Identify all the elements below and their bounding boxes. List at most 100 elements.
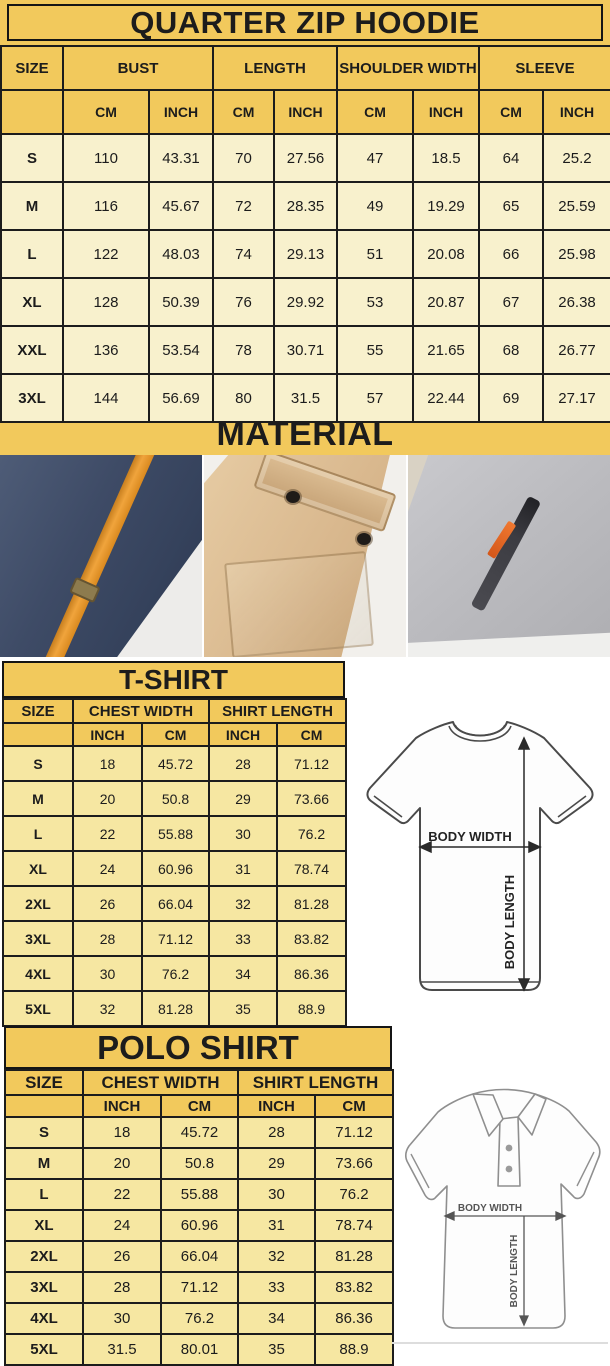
value-cell: 53 [336, 277, 415, 327]
unit-cell: CM [478, 89, 545, 135]
value-cell: 20 [72, 780, 143, 817]
unit-cell: INCH [82, 1094, 162, 1118]
hoodie-col-size: SIZE [0, 45, 64, 91]
polo-table-row: S 18 45.72 28 71.12 [4, 1116, 395, 1149]
pocket-flap [253, 455, 397, 533]
value-cell: 49 [336, 181, 415, 231]
value-cell: 81.28 [140, 990, 211, 1027]
value-cell: 29.13 [272, 229, 339, 279]
snap-button [357, 533, 371, 545]
value-cell: 21.65 [412, 325, 481, 375]
value-cell: 32 [208, 885, 279, 922]
value-cell: 110 [62, 133, 150, 183]
unit-cell: CM [140, 722, 211, 747]
polo-section-title: POLO SHIRT [4, 1026, 392, 1069]
value-cell: 28 [237, 1116, 317, 1149]
value-cell: 69 [478, 373, 545, 423]
tshirt-header-row: SIZE CHEST WIDTH SHIRT LENGTH [2, 698, 348, 724]
value-cell: 20.87 [412, 277, 481, 327]
hoodie-table-row: 3XL 144 56.69 80 31.5 57 22.44 69 27.17 [0, 373, 610, 423]
value-cell: 26.77 [542, 325, 610, 375]
hoodie-unit-row: CM INCH CM INCH CM INCH CM INCH [0, 89, 610, 135]
value-cell: 64 [478, 133, 545, 183]
polo-button [505, 1144, 513, 1152]
value-cell: 18.5 [412, 133, 481, 183]
value-cell: 71.12 [314, 1116, 395, 1149]
value-cell: 24 [72, 850, 143, 887]
value-cell: 28 [208, 745, 279, 782]
polo-col-size: SIZE [4, 1069, 84, 1096]
value-cell: 144 [62, 373, 150, 423]
value-cell: 32 [237, 1240, 317, 1273]
value-cell: 78.74 [276, 850, 348, 887]
value-cell: 33 [237, 1271, 317, 1304]
value-cell: 76.2 [276, 815, 348, 852]
hoodie-table-row: XL 128 50.39 76 29.92 53 20.87 67 26.38 [0, 277, 610, 327]
size-cell: 3XL [2, 920, 74, 957]
sleeve-cuff-line [410, 1153, 430, 1189]
polo-measure-diagram: BODY WIDTH BODY LENGTH [405, 1088, 601, 1329]
value-cell: 86.36 [314, 1302, 395, 1335]
value-cell: 30 [237, 1178, 317, 1211]
value-cell: 27.56 [272, 133, 339, 183]
value-cell: 50.39 [148, 277, 214, 327]
tshirt-col-shirt-length: SHIRT LENGTH [208, 698, 348, 724]
value-cell: 28 [72, 920, 143, 957]
body-width-label: BODY WIDTH [428, 829, 512, 844]
value-cell: 34 [237, 1302, 317, 1335]
value-cell: 136 [62, 325, 150, 375]
snap-button [286, 491, 300, 503]
sleeve-cuff-line [373, 795, 403, 818]
value-cell: 86.36 [276, 955, 348, 992]
material-photo-navy-drawcord [0, 455, 202, 657]
hoodie-col-length: LENGTH [211, 45, 339, 91]
polo-header-row: SIZE CHEST WIDTH SHIRT LENGTH [4, 1069, 395, 1096]
value-cell: 66 [478, 229, 545, 279]
value-cell: 83.82 [314, 1271, 395, 1304]
value-cell: 116 [62, 181, 150, 231]
value-cell: 30 [82, 1302, 162, 1335]
value-cell: 35 [208, 990, 279, 1027]
value-cell: 31 [208, 850, 279, 887]
value-cell: 83.82 [276, 920, 348, 957]
value-cell: 20.08 [412, 229, 481, 279]
tshirt-table-row: S 18 45.72 28 71.12 [2, 745, 348, 782]
value-cell: 45.72 [159, 1116, 240, 1149]
value-cell: 29.92 [272, 277, 339, 327]
value-cell: 50.8 [159, 1147, 240, 1180]
size-cell: 4XL [4, 1302, 84, 1335]
value-cell: 60.96 [159, 1209, 240, 1242]
unit-cell: CM [62, 89, 150, 135]
value-cell: 47 [336, 133, 415, 183]
value-cell: 66.04 [140, 885, 211, 922]
value-cell: 31 [237, 1209, 317, 1242]
value-cell: 26 [82, 1240, 162, 1273]
size-cell: XXL [0, 325, 64, 375]
value-cell: 48.03 [148, 229, 214, 279]
material-heading: MATERIAL [216, 414, 394, 453]
size-cell: XL [0, 277, 64, 327]
hoodie-table-row: S 110 43.31 70 27.56 47 18.5 64 25.2 [0, 133, 610, 183]
value-cell: 30 [72, 955, 143, 992]
tshirt-table-row: 2XL 26 66.04 32 81.28 [2, 885, 348, 922]
value-cell: 30 [208, 815, 279, 852]
size-cell: 3XL [0, 373, 64, 423]
unit-cell: INCH [237, 1094, 317, 1118]
value-cell: 26.38 [542, 277, 610, 327]
size-cell: S [0, 133, 64, 183]
unit-cell: CM [314, 1094, 395, 1118]
value-cell: 34 [208, 955, 279, 992]
value-cell: 25.59 [542, 181, 610, 231]
value-cell: 30.71 [272, 325, 339, 375]
empty-cell [0, 89, 64, 135]
size-cell: 4XL [2, 955, 74, 992]
size-cell: 2XL [2, 885, 74, 922]
unit-cell: INCH [72, 722, 143, 747]
value-cell: 19.29 [412, 181, 481, 231]
polo-table-row: L 22 55.88 30 76.2 [4, 1178, 395, 1211]
value-cell: 72 [212, 181, 275, 231]
unit-cell: INCH [208, 722, 279, 747]
value-cell: 26 [72, 885, 143, 922]
value-cell: 55 [336, 325, 415, 375]
